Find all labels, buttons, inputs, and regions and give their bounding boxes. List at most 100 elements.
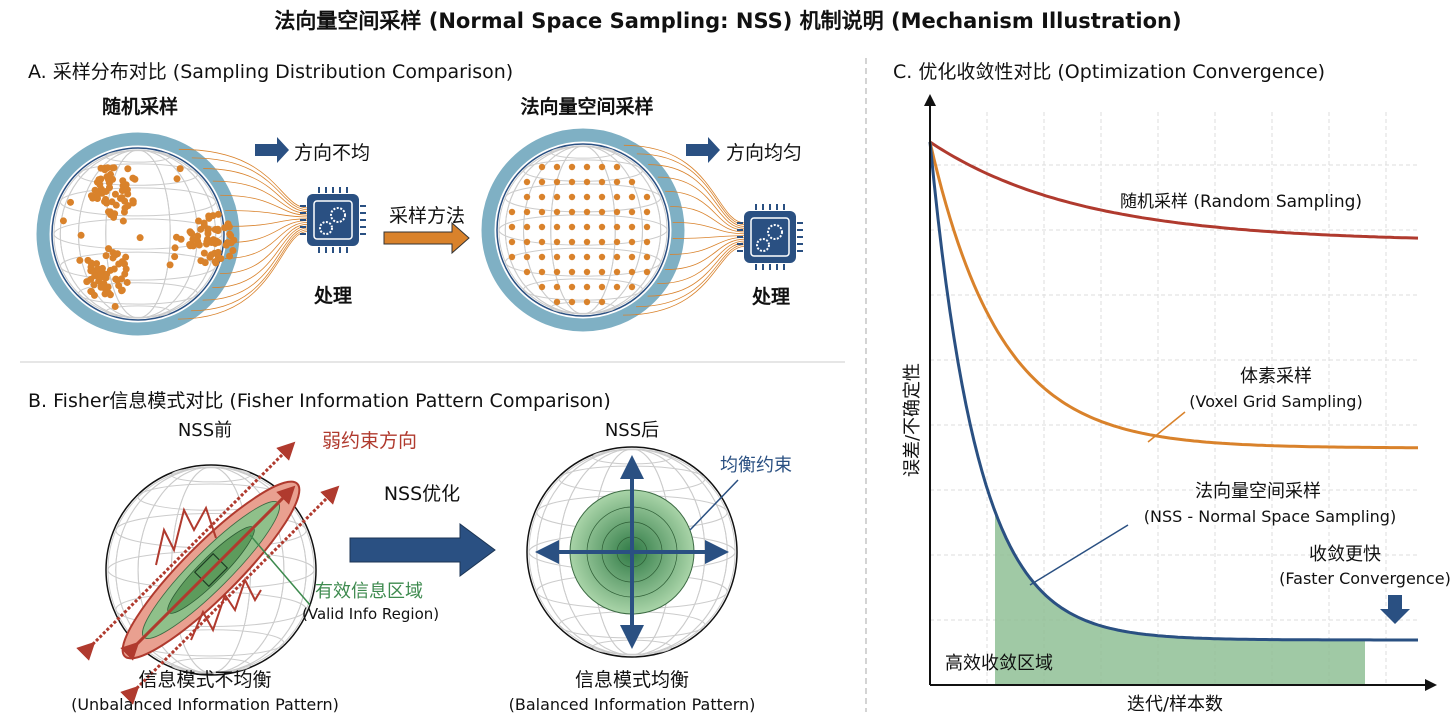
wire — [220, 194, 309, 216]
parallel — [504, 247, 662, 277]
y-axis-label: 误差/不确定性 — [902, 363, 923, 477]
sample-point — [129, 174, 137, 182]
wire — [225, 210, 309, 218]
sample-point — [166, 261, 174, 269]
sample-point — [553, 238, 561, 246]
sample-point — [208, 239, 216, 247]
x-axis-label: 迭代/样本数 — [1127, 694, 1223, 715]
sample-point — [628, 223, 636, 231]
sample-point — [77, 231, 85, 239]
sphere — [496, 143, 670, 317]
wire — [178, 148, 309, 209]
nss-curve — [928, 141, 1418, 642]
sample-point — [643, 208, 651, 216]
wire — [191, 157, 309, 211]
sample-point — [95, 176, 103, 184]
arrow-right-icon — [255, 137, 289, 163]
sample-point — [195, 241, 203, 249]
sample-point — [538, 253, 546, 261]
sample-point — [538, 178, 546, 186]
sample-point — [523, 223, 531, 231]
sample-point — [568, 208, 576, 216]
sample-point — [643, 238, 651, 246]
sample-point — [197, 225, 205, 233]
sample-point — [553, 178, 561, 186]
sample-point — [628, 283, 636, 291]
weak-direction-arrow — [120, 485, 340, 705]
sample-point — [538, 208, 546, 216]
sample-point — [104, 164, 112, 172]
process-label: 处理 — [313, 284, 352, 307]
sample-point — [523, 193, 531, 201]
wire — [657, 176, 746, 229]
sample-point — [59, 217, 67, 225]
convergence-chart — [924, 94, 1437, 691]
sample-point — [613, 208, 621, 216]
sample-point — [195, 217, 203, 225]
nss-curve-label-en: (NSS - Normal Space Sampling) — [1144, 507, 1396, 526]
random-sampling-curve — [929, 140, 1419, 240]
sample-point — [87, 192, 95, 200]
sample-point — [109, 164, 117, 172]
processor-chip-icon — [300, 187, 366, 253]
sample-point — [207, 251, 215, 259]
sample-point — [171, 244, 179, 252]
sample-point — [87, 267, 95, 275]
sample-point — [97, 164, 105, 172]
sample-point — [97, 270, 105, 278]
sample-point — [97, 283, 105, 291]
sample-point — [628, 238, 636, 246]
sample-point — [119, 217, 127, 225]
sample-point — [598, 223, 606, 231]
sample-point — [568, 193, 576, 201]
sample-point — [583, 253, 591, 261]
wire — [203, 168, 309, 212]
wire — [202, 227, 309, 301]
sample-point — [613, 238, 621, 246]
sample-point — [214, 225, 222, 233]
sample-point — [598, 238, 606, 246]
sample-point — [67, 198, 75, 206]
sample-point — [583, 223, 591, 231]
sample-point — [91, 272, 99, 280]
sample-point — [583, 268, 591, 276]
sample-point — [229, 247, 237, 255]
sample-point — [598, 253, 606, 261]
sample-point — [553, 268, 561, 276]
chip-core — [750, 217, 790, 257]
sphere-ring — [481, 128, 685, 332]
sample-point — [201, 259, 209, 267]
sample-point — [205, 212, 213, 220]
section-c-title: C. 优化收敛性对比 (Optimization Convergence) — [893, 61, 1325, 83]
sample-point — [90, 291, 98, 299]
balanced-constraint-label: 均衡约束 — [720, 455, 792, 476]
parallel — [78, 282, 198, 305]
wire — [212, 180, 309, 214]
sample-point — [214, 210, 222, 218]
sample-point — [568, 283, 576, 291]
random-sampling-label: 随机采样 — [102, 95, 178, 118]
x-axis-arrow-icon — [1425, 679, 1437, 691]
sample-point — [104, 283, 112, 291]
meridian — [550, 145, 616, 315]
optimize-arrow-icon — [349, 523, 496, 577]
sample-point — [103, 270, 111, 278]
sample-point — [508, 208, 516, 216]
sample-point — [115, 260, 123, 268]
parallel — [523, 278, 643, 301]
sample-point — [173, 175, 181, 183]
sample-point — [598, 208, 606, 216]
sample-point — [628, 253, 636, 261]
sample-point — [553, 223, 561, 231]
chip-body — [744, 211, 796, 263]
sample-point — [186, 240, 194, 248]
voxel-sampling-curve — [928, 141, 1418, 450]
sample-point — [628, 208, 636, 216]
sample-point — [583, 193, 591, 201]
sample-point — [105, 289, 113, 297]
wire — [227, 220, 309, 243]
uneven-label: 方向不均 — [294, 142, 370, 164]
sample-point — [119, 177, 127, 185]
valid-region-label-en: (Valid Info Region) — [302, 605, 439, 623]
sample-point — [508, 238, 516, 246]
